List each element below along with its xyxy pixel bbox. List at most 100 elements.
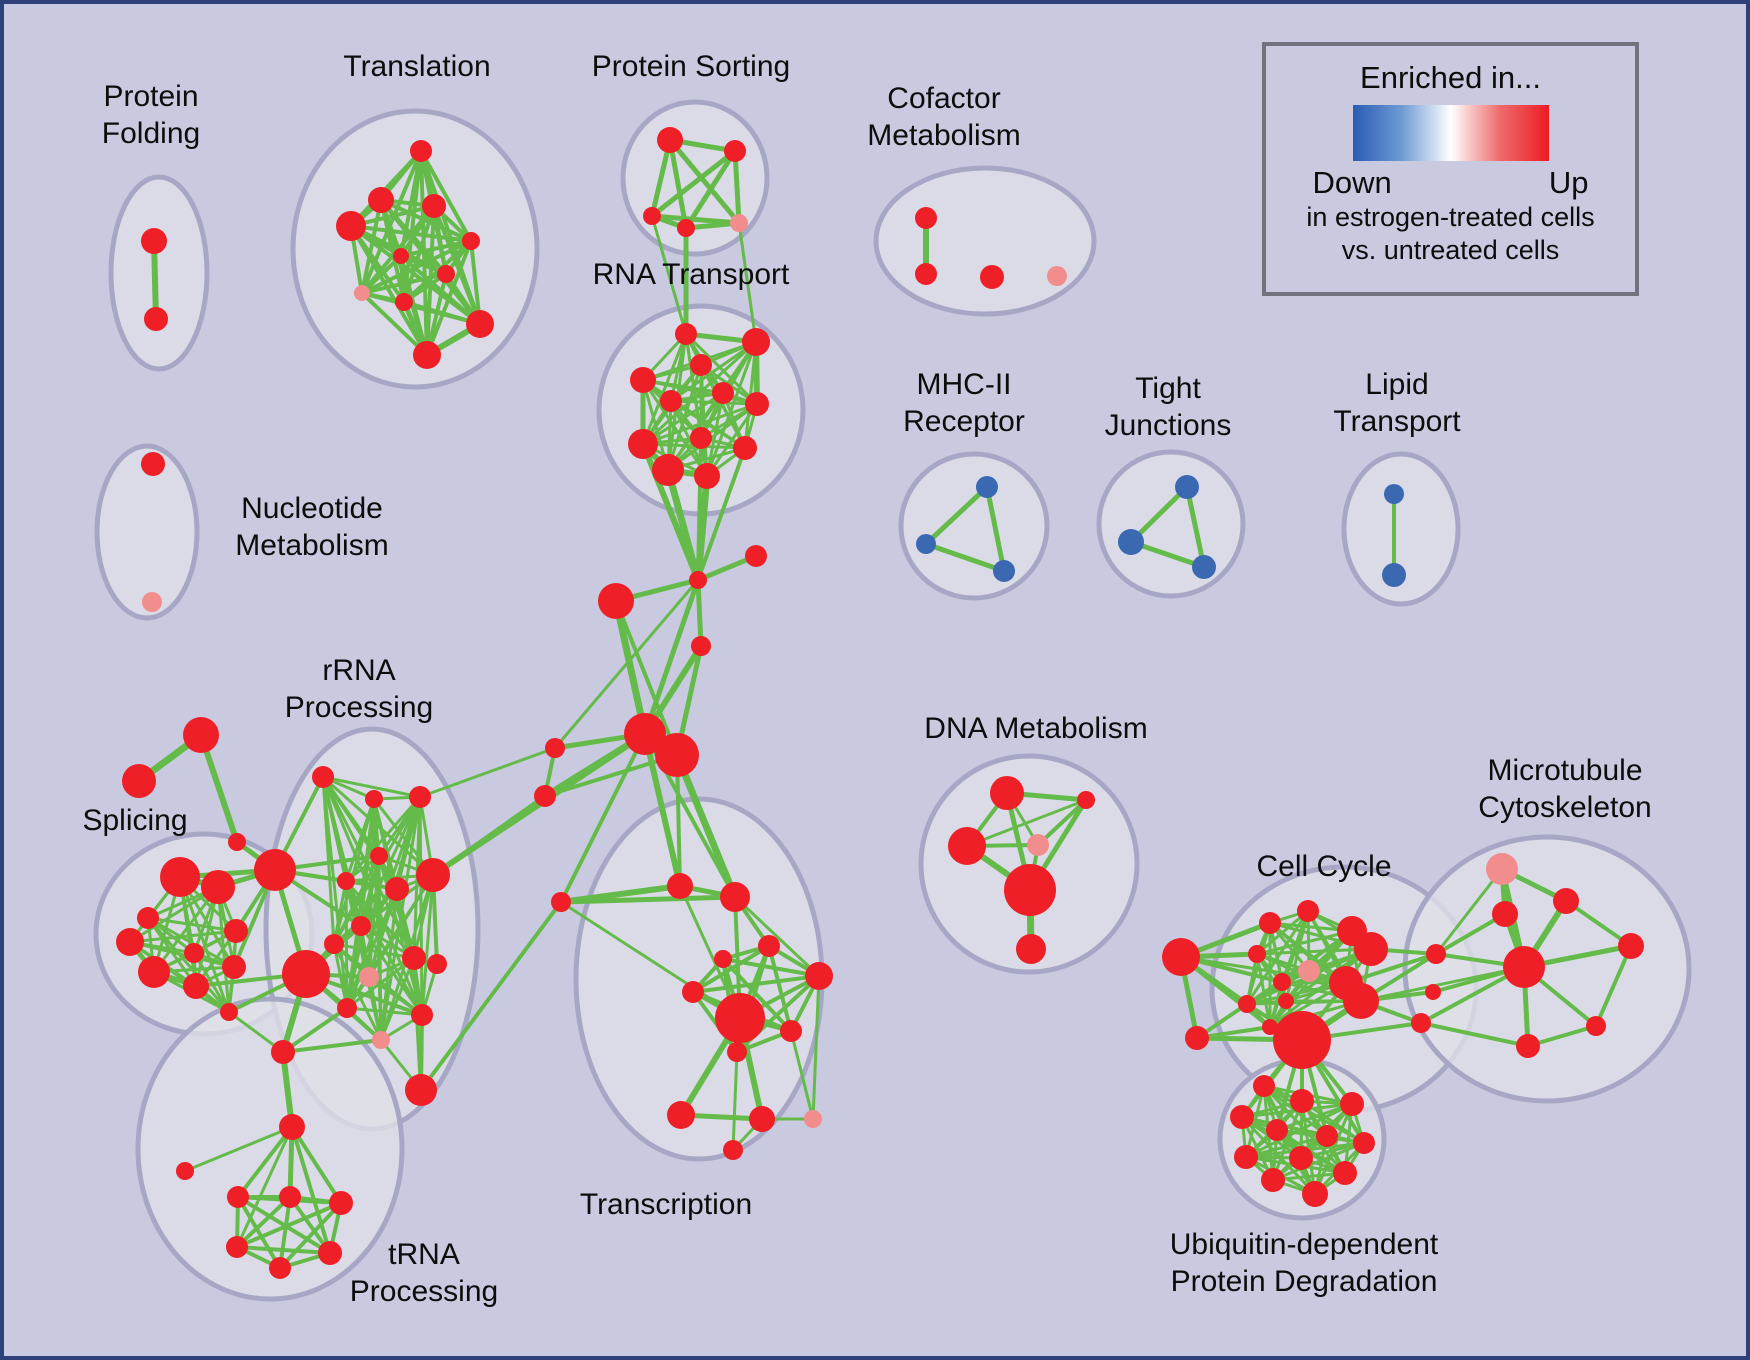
node-ub12 xyxy=(1302,1181,1328,1207)
edge-t7-t8 xyxy=(360,272,448,295)
node-g1 xyxy=(183,717,219,753)
node-ub9 xyxy=(1289,1146,1313,1170)
node-mt4 xyxy=(1503,946,1545,988)
edge-d2-d3 xyxy=(965,798,1088,848)
node-cc16 xyxy=(1426,944,1446,964)
edge-r9-m1 xyxy=(696,436,703,582)
edge-t3-t10 xyxy=(432,204,482,326)
cluster-ellipse-mhc-ii-receptor xyxy=(898,451,1050,601)
edge-h2-h3 xyxy=(923,541,1007,574)
node-s4 xyxy=(116,928,144,956)
node-nm1 xyxy=(141,452,165,476)
edge-r7-r11 xyxy=(666,402,759,472)
edge-q3-q14 xyxy=(418,795,424,1017)
edge-o3-r1 xyxy=(650,214,688,336)
node-v1 xyxy=(271,1040,295,1064)
edge-u3-u4 xyxy=(235,1201,343,1249)
node-ub8 xyxy=(1234,1145,1258,1169)
node-pf2 xyxy=(144,307,168,331)
node-s3 xyxy=(137,907,159,929)
node-u3 xyxy=(329,1191,353,1215)
edge-n6-n9 xyxy=(691,990,739,1054)
node-m6 xyxy=(545,738,565,758)
node-u5 xyxy=(318,1241,342,1265)
node-ub5 xyxy=(1266,1119,1288,1141)
edge-q3-q6 xyxy=(344,795,422,883)
node-r11 xyxy=(652,454,684,486)
node-t5 xyxy=(462,232,480,250)
node-n7 xyxy=(715,993,765,1043)
node-r2 xyxy=(742,328,770,356)
edge-m6-m1 xyxy=(553,578,700,750)
node-q16 xyxy=(427,954,447,974)
node-u4 xyxy=(226,1236,248,1258)
edge-o2-o5 xyxy=(732,148,742,226)
node-cc14 xyxy=(1343,983,1379,1019)
edge-ub6-ub8 xyxy=(1244,1134,1329,1159)
edge-u0-u4 xyxy=(235,1125,294,1249)
edge-cc8-cc12 xyxy=(1255,952,1272,1029)
node-d5 xyxy=(1004,864,1056,916)
node-r4 xyxy=(690,354,712,376)
node-t9 xyxy=(395,293,413,311)
node-ub4 xyxy=(1230,1105,1254,1129)
node-q10 xyxy=(324,934,344,954)
edge-n5-n6 xyxy=(691,974,821,994)
cluster-ellipse-cofactor-metabolism xyxy=(873,165,1097,317)
edge-r3-r12 xyxy=(641,378,709,478)
edge-cc1-cc13 xyxy=(1179,955,1348,985)
cluster-label-cofactor-metabolism: Cofactor Metabolism xyxy=(867,82,1021,152)
edge-q1-q12 xyxy=(321,775,349,1010)
node-r10 xyxy=(733,436,757,460)
node-q15 xyxy=(405,1074,437,1106)
edge-o1-o4 xyxy=(667,137,689,231)
node-q11 xyxy=(359,967,379,987)
node-d2 xyxy=(1077,791,1095,809)
edge-m7-q5 xyxy=(431,794,547,877)
edge-q5-q14 xyxy=(420,873,435,1017)
node-cc1 xyxy=(1162,938,1200,976)
node-q5 xyxy=(416,858,450,892)
edge-cc4-cc8 xyxy=(1255,909,1310,956)
node-q6 xyxy=(337,872,355,890)
edge-s3-s6 xyxy=(146,916,238,933)
edge-o1-o5 xyxy=(667,137,742,226)
edge-u0-u3 xyxy=(290,1125,343,1205)
legend-axis-labels: Down Up xyxy=(1313,165,1589,201)
node-r6 xyxy=(660,390,682,412)
edge-n5-n12 xyxy=(811,974,821,1121)
edge-o3-o5 xyxy=(649,213,742,226)
edge-n8-n12 xyxy=(789,1029,815,1121)
node-r8 xyxy=(628,429,658,459)
node-r3 xyxy=(630,367,656,393)
edge-q6-q14 xyxy=(344,879,424,1017)
node-t3 xyxy=(422,194,446,218)
node-x2 xyxy=(282,950,330,998)
node-mt6 xyxy=(1516,1034,1540,1058)
edge-s3-s10 xyxy=(146,916,231,1014)
node-t4 xyxy=(336,211,366,241)
cluster-label-ubiquitin-degradation: Ubiquitin-dependent Protein Degradation xyxy=(1169,1228,1439,1298)
node-mt5 xyxy=(1618,933,1644,959)
cluster-label-transcription: Transcription xyxy=(579,1188,753,1221)
node-s10 xyxy=(220,1003,238,1021)
edge-g1-g3 xyxy=(198,732,240,845)
node-j1 xyxy=(1175,475,1199,499)
node-u0 xyxy=(279,1114,305,1140)
node-q12 xyxy=(337,998,357,1018)
node-cc12 xyxy=(1262,1019,1278,1035)
edge-u4-u5 xyxy=(235,1245,332,1255)
edge-o2-o3 xyxy=(649,148,738,219)
node-m1 xyxy=(689,571,707,589)
node-s6 xyxy=(224,919,248,943)
node-ub10 xyxy=(1261,1168,1285,1192)
node-s1 xyxy=(160,857,200,897)
edge-r2-r6 xyxy=(669,340,758,403)
node-n4 xyxy=(714,950,732,968)
edge-m4-n1 xyxy=(642,731,683,889)
node-m2 xyxy=(598,583,634,619)
edge-q8-q12 xyxy=(345,924,363,1010)
edge-o1-o3 xyxy=(649,137,673,219)
edge-m8-m4 xyxy=(559,732,647,904)
